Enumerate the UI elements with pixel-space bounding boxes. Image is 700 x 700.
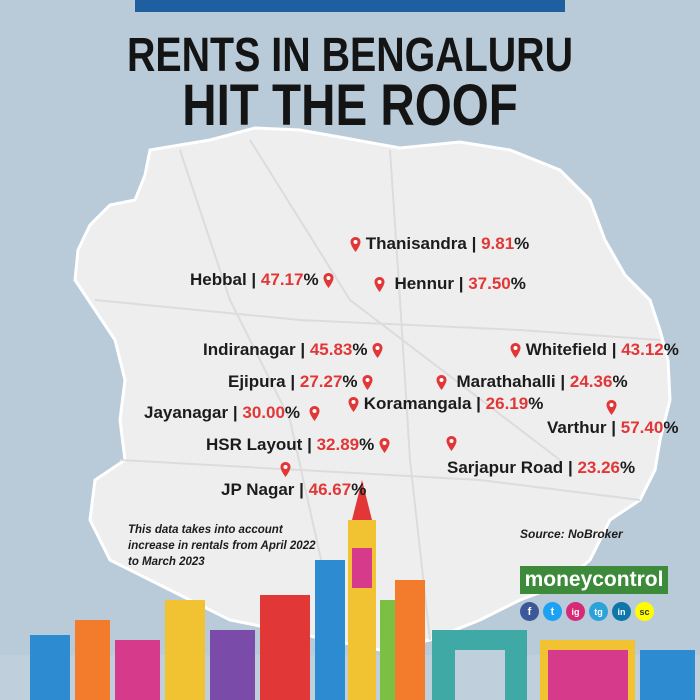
percent-sign: % <box>528 394 544 413</box>
map-pin-icon <box>309 405 320 421</box>
page-title-line1: RENTS IN BENGALURU <box>126 29 574 82</box>
location-whitefield: Whitefield | 43.12% <box>510 340 679 360</box>
percent-sign: % <box>352 340 368 359</box>
location-value: 26.19 <box>485 394 529 413</box>
separator: | <box>232 403 238 422</box>
percent-sign: % <box>510 274 526 293</box>
separator: | <box>471 234 477 253</box>
map-pin-icon <box>362 374 373 390</box>
separator: | <box>567 458 573 477</box>
location-thanisandra: Thanisandra | 9.81% <box>350 234 529 254</box>
map-pin-icon <box>350 236 361 252</box>
location-value: 32.89 <box>316 435 360 454</box>
location-value: 45.83 <box>309 340 353 359</box>
location-value: 9.81 <box>481 234 515 253</box>
location-name: HSR Layout <box>206 435 303 454</box>
percent-sign: % <box>663 340 679 359</box>
percent-sign: % <box>284 403 301 422</box>
map-pin-icon <box>372 342 383 358</box>
location-varthur: Varthur | 57.40% <box>547 418 678 438</box>
map-pin-icon <box>510 342 521 358</box>
separator: | <box>458 274 464 293</box>
location-name: JP Nagar <box>221 480 295 499</box>
page-title-line2: HIT THE ROOF <box>182 73 518 138</box>
location-name: Ejipura <box>228 372 286 391</box>
snapchat-icon[interactable]: sc <box>635 602 654 621</box>
location-value: 23.26 <box>577 458 620 477</box>
location-value: 57.40 <box>620 418 664 437</box>
social-icons: f t ig tg in sc <box>520 602 654 621</box>
map-pin-icon <box>323 272 334 288</box>
location-value: 37.50 <box>468 274 511 293</box>
percent-sign: % <box>351 480 367 499</box>
separator: | <box>300 340 306 359</box>
instagram-icon[interactable]: ig <box>566 602 585 621</box>
location-value: 30.00 <box>242 403 285 422</box>
location-value: 47.17 <box>260 270 304 289</box>
separator: | <box>611 418 617 437</box>
separator: | <box>611 340 617 359</box>
separator: | <box>307 435 312 454</box>
skyline-illustration <box>0 480 700 700</box>
percent-sign: % <box>612 372 628 391</box>
source-credit: Source: NoBroker <box>520 527 623 541</box>
location-marathahalli: Marathahalli | 24.36% <box>436 372 628 392</box>
location-value: 43.12 <box>621 340 664 359</box>
location-name: Hebbal <box>190 270 247 289</box>
location-jp-nagar: JP Nagar | 46.67% <box>221 480 366 500</box>
facebook-icon[interactable]: f <box>520 602 539 621</box>
location-value: 24.36 <box>569 372 613 391</box>
percent-sign: % <box>359 435 375 454</box>
map-pin-icon <box>606 400 617 415</box>
percent-sign: % <box>663 418 679 437</box>
location-name: Whitefield <box>525 340 607 359</box>
location-ejipura: Ejipura | 27.27% <box>228 372 373 392</box>
data-note: This data takes into account increase in… <box>128 524 316 568</box>
percent-sign: % <box>342 372 358 391</box>
percent-sign: % <box>514 234 530 253</box>
location-value: 46.67 <box>308 480 352 499</box>
top-bar <box>135 0 565 12</box>
city-outline <box>73 126 672 652</box>
location-name: Thanisandra <box>365 234 467 253</box>
location-hennur: Hennur | 37.50% <box>374 274 526 294</box>
map-pin-icon <box>374 276 385 292</box>
location-value: 27.27 <box>299 372 343 391</box>
location-name: Koramangala <box>363 394 472 413</box>
separator: | <box>290 372 296 391</box>
percent-sign: % <box>619 458 636 477</box>
map-pin-icon <box>379 437 390 453</box>
separator: | <box>476 394 481 413</box>
separator: | <box>251 270 257 289</box>
map-pin-icon <box>280 462 291 477</box>
location-hsr-layout: HSR Layout | 32.89% <box>206 435 390 455</box>
location-name: Hennur <box>394 274 454 293</box>
linkedin-icon[interactable]: in <box>612 602 631 621</box>
separator: | <box>560 372 566 391</box>
map-pin-icon <box>436 374 447 390</box>
location-koramangala: Koramangala | 26.19% <box>348 394 543 414</box>
percent-sign: % <box>303 270 319 289</box>
telegram-icon[interactable]: tg <box>589 602 608 621</box>
twitter-icon[interactable]: t <box>543 602 562 621</box>
location-name: Marathahalli <box>456 372 556 391</box>
location-name: Indiranagar <box>203 340 296 359</box>
location-sarjapur-road: Sarjapur Road | 23.26% <box>447 458 635 478</box>
location-hebbal: Hebbal | 47.17% <box>190 270 334 290</box>
brand-logo[interactable]: moneycontrol <box>520 566 668 594</box>
location-jayanagar: Jayanagar | 30.00% <box>144 403 320 423</box>
map-pin-icon <box>446 436 457 451</box>
location-indiranagar: Indiranagar | 45.83% <box>203 340 383 360</box>
separator: | <box>299 480 304 499</box>
location-name: Sarjapur Road <box>447 458 564 477</box>
location-name: Jayanagar <box>144 403 229 422</box>
map-pin-icon <box>348 396 359 412</box>
location-name: Varthur <box>547 418 607 437</box>
